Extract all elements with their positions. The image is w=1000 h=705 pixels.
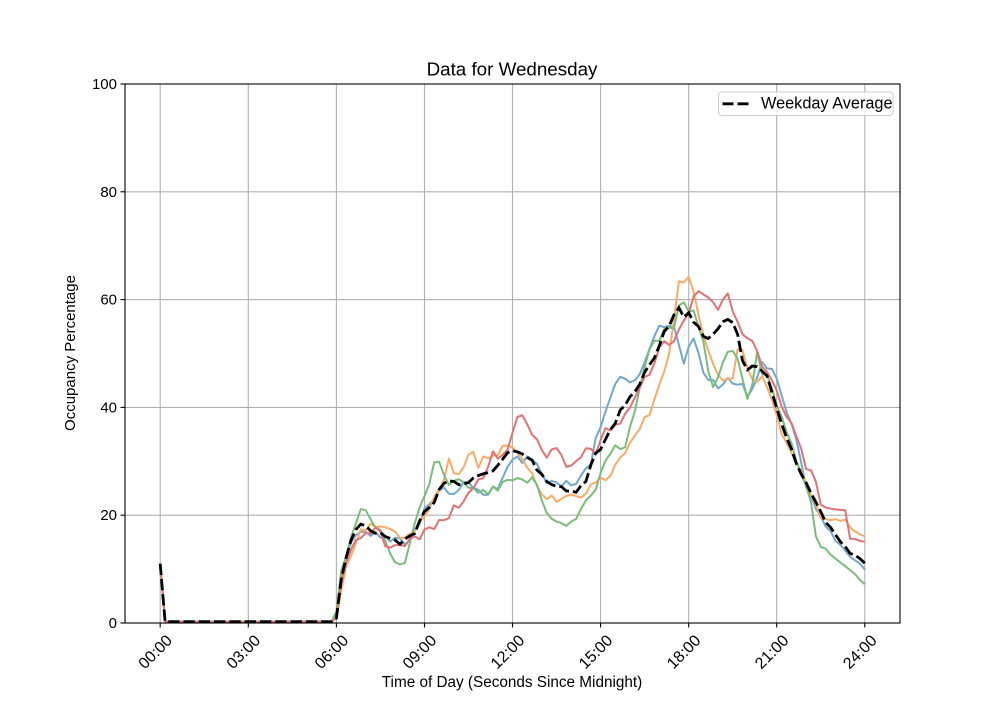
svg-text:20: 20 bbox=[100, 507, 117, 524]
svg-text:Occupancy Percentage: Occupancy Percentage bbox=[62, 275, 79, 431]
svg-text:40: 40 bbox=[100, 399, 117, 416]
svg-text:100: 100 bbox=[92, 76, 117, 93]
svg-text:Data for Wednesday: Data for Wednesday bbox=[427, 59, 598, 80]
svg-text:0: 0 bbox=[109, 615, 117, 632]
svg-text:Time of Day (Seconds Since Mid: Time of Day (Seconds Since Midnight) bbox=[382, 674, 642, 691]
svg-text:80: 80 bbox=[100, 184, 117, 201]
svg-text:Weekday Average: Weekday Average bbox=[761, 95, 893, 113]
svg-text:60: 60 bbox=[100, 292, 117, 309]
